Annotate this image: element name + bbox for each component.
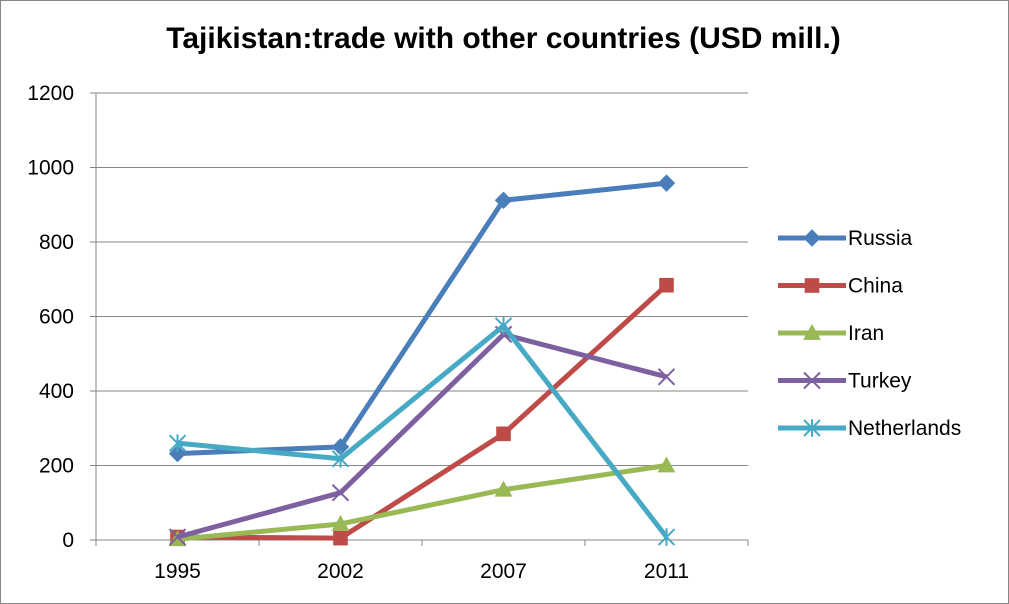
legend-label: Iran	[848, 322, 884, 345]
data-point-marker	[657, 174, 676, 192]
series-line-netherlands	[177, 323, 669, 539]
legend-label: Russia	[848, 227, 913, 250]
data-point-marker	[803, 419, 821, 437]
data-point-marker	[331, 514, 350, 531]
y-tick-label: 800	[39, 231, 74, 254]
data-point-marker	[331, 449, 350, 468]
legend-item-russia: Russia	[778, 227, 913, 250]
data-point-marker	[494, 191, 513, 209]
gridlines	[96, 92, 748, 466]
data-point-marker	[331, 483, 350, 502]
data-point-marker	[657, 368, 676, 386]
y-tick-label: 1000	[27, 157, 74, 180]
y-tick-label: 1200	[27, 82, 74, 105]
data-point-marker	[659, 277, 674, 293]
data-point-marker	[494, 317, 513, 335]
data-point-marker	[168, 444, 187, 463]
series-line-turkey	[176, 331, 668, 540]
series-netherlands	[168, 317, 676, 546]
chart-title: Tajikistan:trade with other countries (U…	[166, 22, 841, 55]
x-tick-label: 2002	[317, 560, 364, 583]
y-tick-label: 600	[39, 306, 74, 329]
data-point-marker	[803, 323, 821, 340]
data-point-marker	[496, 426, 511, 442]
x-tick-label: 2011	[644, 560, 689, 583]
data-point-marker	[803, 229, 821, 247]
data-point-marker	[333, 530, 348, 546]
x-tick-labels: 1995 2002 2007 2011	[154, 560, 689, 583]
data-point-marker	[657, 528, 676, 546]
axes	[90, 92, 749, 546]
legend-item-netherlands: Netherlands	[778, 417, 961, 440]
data-point-marker	[168, 434, 187, 452]
data-point-marker	[803, 371, 821, 390]
y-tick-label: 200	[39, 455, 74, 478]
data-point-marker	[657, 456, 676, 473]
legend-item-china: China	[778, 275, 903, 298]
y-tick-label: 0	[62, 529, 74, 552]
data-point-marker	[804, 278, 820, 293]
series-russia	[168, 174, 676, 463]
legend: Russia China Iran Turkey Netherlands	[778, 227, 961, 440]
x-tick-label: 1995	[154, 560, 201, 583]
data-point-marker	[168, 528, 187, 546]
legend-label: Turkey	[848, 370, 912, 393]
data-point-marker	[494, 480, 513, 497]
legend-label: China	[848, 275, 903, 298]
legend-label: Netherlands	[848, 417, 961, 440]
y-tick-labels: 0 200 400 600 800 1000 1200	[27, 82, 74, 552]
series-turkey	[168, 325, 676, 546]
y-tick-label: 400	[39, 380, 74, 403]
series-line-iran	[177, 463, 667, 542]
x-tick-label: 2007	[480, 560, 527, 583]
series-iran	[168, 456, 676, 547]
series-line-china	[177, 283, 669, 541]
legend-item-iran: Iran	[778, 322, 884, 345]
legend-item-turkey: Turkey	[778, 370, 912, 393]
series-group	[168, 174, 676, 547]
